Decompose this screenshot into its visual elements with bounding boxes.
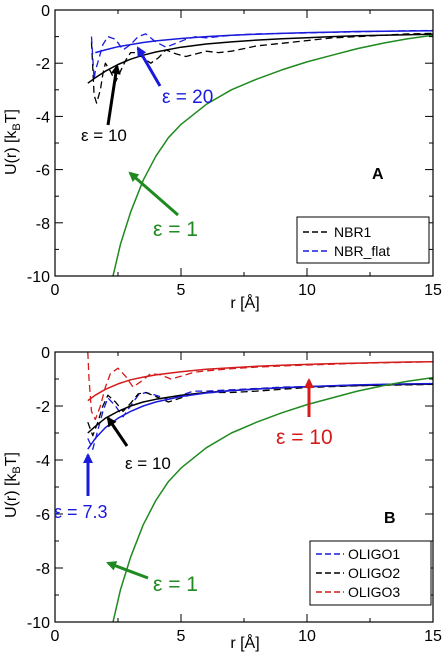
legend-label-oligo3: OLIGO3 bbox=[348, 584, 400, 600]
panel-a-ticklabels-x: 0 5 10 15 bbox=[51, 282, 442, 299]
annotation-b-eps10-black: ε = 10 bbox=[125, 454, 171, 473]
panel-b-label: B bbox=[384, 510, 396, 527]
y-tick-label-b: -2 bbox=[36, 399, 50, 416]
annotation-b-eps10-red: ε = 10 bbox=[276, 426, 333, 449]
annotation-b-eps7: ε = 7.3 bbox=[54, 502, 108, 522]
x-tick-label-b: 10 bbox=[298, 628, 316, 645]
annotation-arrow-a-eps10 bbox=[106, 64, 121, 126]
annotation-arrow-b-eps10-black bbox=[106, 416, 129, 447]
panel-a: U(r) [kBT] 0 -2 -4 -6 -8 -10 0 5 10 15 r [Å] ε =… bbox=[3, 3, 442, 312]
y-tick-label-b: -8 bbox=[36, 561, 50, 578]
x-tick-label-b: 0 bbox=[51, 628, 60, 645]
annotation-arrow-a-eps1 bbox=[128, 171, 179, 217]
annotation-a-eps1: ε = 1 bbox=[153, 218, 198, 241]
y-tick-label-b: 0 bbox=[41, 345, 50, 362]
panel-b-ticklabels-y: 0 -2 -4 -6 -8 -10 bbox=[27, 345, 50, 632]
annotation-arrow-a-eps20 bbox=[136, 46, 162, 87]
series-line-a-nbr1-eps-10 bbox=[87, 33, 433, 84]
y-tick-label-a: -10 bbox=[27, 269, 50, 286]
panel-b: U(r) [kBT] 0 -2 -4 -6 -8 -10 0 5 10 15 r [Å] ε =… bbox=[3, 345, 442, 652]
panel-a-ticklabels-y: 0 -2 -4 -6 -8 -10 bbox=[27, 3, 50, 286]
legend-label-nbr-flat: NBR_flat bbox=[334, 243, 390, 259]
legend-label-oligo1: OLIGO1 bbox=[348, 546, 400, 562]
y-tick-label-a: -8 bbox=[36, 216, 50, 233]
x-tick-label-b: 15 bbox=[424, 628, 442, 645]
annotation-arrow-b-eps1 bbox=[106, 561, 149, 580]
y-tick-label-a: -6 bbox=[36, 163, 50, 180]
y-tick-label-a: -4 bbox=[36, 109, 50, 126]
y-tick-label-b: -10 bbox=[27, 615, 50, 632]
panel-a-tick-marks bbox=[54, 9, 434, 277]
series-line-b-oligo2 bbox=[87, 383, 433, 437]
panel-a-label: A bbox=[372, 166, 384, 183]
legend-label-nbr1: NBR1 bbox=[334, 224, 372, 240]
x-tick-label-b: 5 bbox=[177, 628, 186, 645]
annotation-a-eps20: ε = 20 bbox=[162, 87, 213, 108]
x-tick-label-a: 0 bbox=[51, 282, 60, 299]
series-line-a-eps-1 bbox=[112, 34, 433, 276]
x-tick-label-a: 10 bbox=[298, 282, 316, 299]
panel-b-legend: OLIGO1 OLIGO2 OLIGO3 bbox=[309, 540, 432, 606]
panel-b-ylabel: U(r) [kBT] bbox=[3, 452, 23, 518]
annotation-b-eps1: ε = 1 bbox=[153, 573, 198, 596]
legend-label-oligo2: OLIGO2 bbox=[348, 565, 400, 581]
panel-a-ylabel: U(r) [kBT] bbox=[3, 109, 23, 175]
series-line-a-nbr-flat-eps-20 bbox=[95, 29, 433, 54]
panel-b-ticklabels-x: 0 5 10 15 bbox=[51, 628, 442, 645]
y-tick-label-a: 0 bbox=[41, 3, 50, 20]
y-tick-label-a: -2 bbox=[36, 56, 50, 73]
series-line-b-oligo2-eps-10 bbox=[87, 383, 433, 434]
annotation-a-eps10: ε = 10 bbox=[81, 126, 127, 145]
y-tick-label-b: -4 bbox=[36, 453, 50, 470]
x-tick-label-a: 5 bbox=[177, 282, 186, 299]
y-tick-label-b: -6 bbox=[36, 507, 50, 524]
series-line-b-eps-1 bbox=[112, 376, 433, 622]
x-tick-label-a: 15 bbox=[424, 282, 442, 299]
panel-a-xlabel: r [Å] bbox=[230, 293, 259, 312]
series-line-b-oligo3-eps-10 bbox=[87, 360, 433, 402]
panel-a-legend: NBR1 NBR_flat bbox=[296, 216, 430, 264]
panel-b-xlabel: r [Å] bbox=[230, 633, 259, 652]
